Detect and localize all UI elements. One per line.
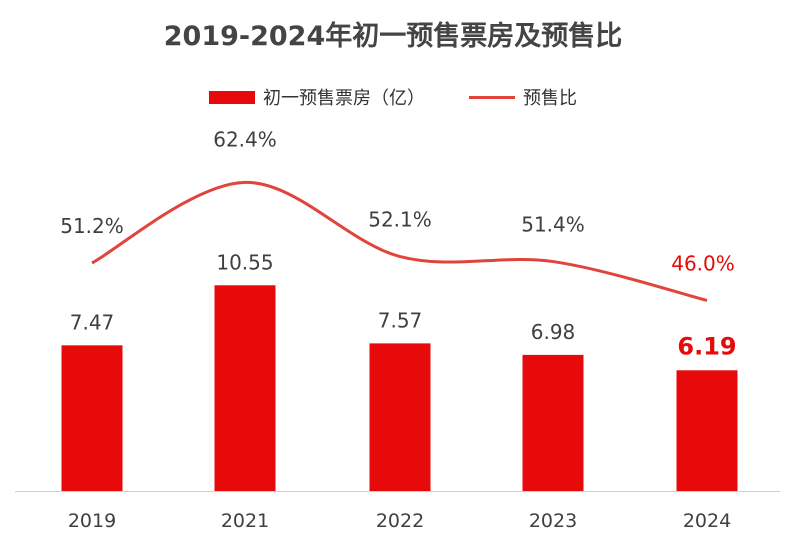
bar-label-2022: 7.57 [378,308,423,332]
legend-bar-swatch [209,90,255,104]
bar-label-2024: 6.19 [677,332,736,360]
line-series [91,180,708,302]
x-tick-2021: 2021 [221,510,269,532]
bar-2019 [61,345,123,491]
bar-2024 [676,370,738,491]
x-tick-2022: 2022 [376,510,424,532]
legend: 初一预售票房（亿） 预售比 [0,84,786,110]
line-label-2019: 51.2% [60,214,124,238]
legend-label-line: 预售比 [523,88,577,109]
line-label-2021: 62.4% [213,127,277,151]
legend-item-bar: 初一预售票房（亿） [209,84,425,110]
x-tick-2023: 2023 [529,510,577,532]
legend-line-swatch [469,95,515,99]
x-tick-2024: 2024 [683,510,731,532]
legend-label-bar: 初一预售票房（亿） [263,88,425,109]
bar-label-2021: 10.55 [216,250,273,274]
legend-item-line: 预售比 [469,84,577,110]
x-tick-2019: 2019 [68,510,116,532]
bar-label-2023: 6.98 [531,320,576,344]
bar-2022 [369,343,431,491]
line-label-2024: 46.0% [671,251,735,275]
line-label-2022: 52.1% [368,208,432,232]
bar-label-2019: 7.47 [70,310,115,334]
line-label-2023: 51.4% [521,213,585,237]
bar-2023 [522,354,584,491]
bar-2021 [214,285,276,491]
chart-title: 2019-2024年初一预售票房及预售比 [163,21,623,52]
